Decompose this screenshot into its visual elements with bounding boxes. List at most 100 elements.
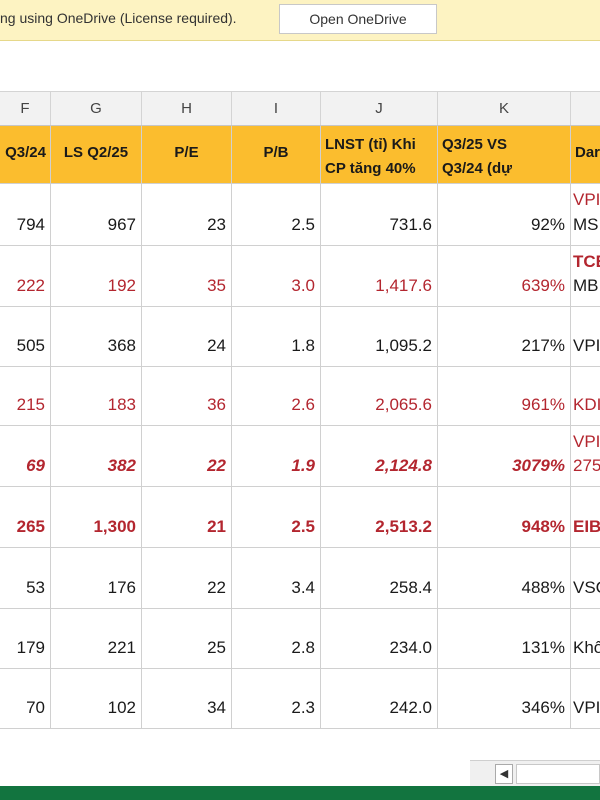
cell-value: 234.0 xyxy=(389,638,432,657)
cell-l[interactable]: VPI 275 xyxy=(571,426,600,486)
cell-value: 2.3 xyxy=(291,698,315,717)
header-cell-g[interactable]: LS Q2/25 xyxy=(51,126,142,183)
cell-h[interactable]: 34 xyxy=(142,669,232,728)
cell-value: 69 xyxy=(26,456,45,475)
cell-i[interactable]: 2.5 xyxy=(232,184,321,245)
open-onedrive-button[interactable]: Open OneDrive xyxy=(279,4,437,34)
cell-f[interactable]: 70 xyxy=(0,669,51,728)
cell-k[interactable]: 217% xyxy=(438,307,571,366)
cell-g[interactable]: 221 xyxy=(51,609,142,668)
cell-value: 222 xyxy=(16,276,45,295)
cell-g[interactable]: 1,300 xyxy=(51,487,142,547)
header-cell-k[interactable]: Q3/25 VS Q3/24 (dự xyxy=(438,126,571,183)
column-header-f[interactable]: F xyxy=(0,92,51,125)
cell-value: 24 xyxy=(207,336,226,355)
cell-i[interactable]: 3.0 xyxy=(232,246,321,306)
cell-value: 183 xyxy=(107,395,136,414)
cell-f[interactable]: 794 xyxy=(0,184,51,245)
table-row: 215 183 36 2.6 2,065.6 961% KDI xyxy=(0,367,600,426)
column-header-h[interactable]: H xyxy=(142,92,232,125)
cell-j[interactable]: 731.6 xyxy=(321,184,438,245)
cell-f[interactable]: 53 xyxy=(0,548,51,608)
cell-j[interactable]: 234.0 xyxy=(321,609,438,668)
cell-i[interactable]: 2.6 xyxy=(232,367,321,425)
cell-value: 2,065.6 xyxy=(375,395,432,414)
column-header-i[interactable]: I xyxy=(232,92,321,125)
cell-g[interactable]: 368 xyxy=(51,307,142,366)
cell-l[interactable]: Khô xyxy=(571,609,600,668)
column-header-g[interactable]: G xyxy=(51,92,142,125)
cell-j[interactable]: 2,124.8 xyxy=(321,426,438,486)
formula-bar-area[interactable] xyxy=(0,41,600,92)
scroll-track[interactable] xyxy=(516,764,600,784)
cell-l[interactable]: VSC xyxy=(571,548,600,608)
column-header-j[interactable]: J xyxy=(321,92,438,125)
cell-h[interactable]: 23 xyxy=(142,184,232,245)
cell-h[interactable]: 24 xyxy=(142,307,232,366)
cell-j[interactable]: 2,065.6 xyxy=(321,367,438,425)
cell-k[interactable]: 961% xyxy=(438,367,571,425)
cell-i[interactable]: 2.5 xyxy=(232,487,321,547)
cell-j[interactable]: 1,417.6 xyxy=(321,246,438,306)
cell-k[interactable]: 3079% xyxy=(438,426,571,486)
cell-k[interactable]: 131% xyxy=(438,609,571,668)
column-header-k[interactable]: K xyxy=(438,92,571,125)
cell-value: 961% xyxy=(521,395,565,414)
cell-value: 382 xyxy=(107,456,136,475)
cell-f[interactable]: 505 xyxy=(0,307,51,366)
cell-l[interactable]: VPI xyxy=(571,307,600,366)
cell-value: 1,417.6 xyxy=(375,276,432,295)
cell-g[interactable]: 102 xyxy=(51,669,142,728)
cell-j[interactable]: 1,095.2 xyxy=(321,307,438,366)
cell-value: 2.5 xyxy=(291,517,315,536)
cell-i[interactable]: 1.8 xyxy=(232,307,321,366)
header-cell-f[interactable]: Q3/24 xyxy=(0,126,51,183)
onedrive-info-bar: ng using OneDrive (License required). Op… xyxy=(0,0,600,41)
cell-value: 794 xyxy=(16,215,45,234)
cell-l[interactable]: KDI xyxy=(571,367,600,425)
cell-value: 102 xyxy=(107,698,136,717)
column-header-l[interactable] xyxy=(571,92,600,125)
cell-i[interactable]: 3.4 xyxy=(232,548,321,608)
horizontal-scrollbar[interactable]: ◀ xyxy=(470,760,600,787)
scroll-left-icon[interactable]: ◀ xyxy=(495,764,513,784)
cell-i[interactable]: 2.8 xyxy=(232,609,321,668)
cell-value: 34 xyxy=(207,698,226,717)
cell-g[interactable]: 967 xyxy=(51,184,142,245)
header-cell-h[interactable]: P/E xyxy=(142,126,232,183)
cell-h[interactable]: 36 xyxy=(142,367,232,425)
cell-f[interactable]: 69 xyxy=(0,426,51,486)
cell-i[interactable]: 1.9 xyxy=(232,426,321,486)
cell-f[interactable]: 265 xyxy=(0,487,51,547)
cell-k[interactable]: 948% xyxy=(438,487,571,547)
cell-f[interactable]: 179 xyxy=(0,609,51,668)
cell-j[interactable]: 258.4 xyxy=(321,548,438,608)
cell-l[interactable]: EIB xyxy=(571,487,600,547)
cell-g[interactable]: 192 xyxy=(51,246,142,306)
cell-f[interactable]: 215 xyxy=(0,367,51,425)
cell-h[interactable]: 22 xyxy=(142,426,232,486)
cell-j[interactable]: 2,513.2 xyxy=(321,487,438,547)
cell-h[interactable]: 22 xyxy=(142,548,232,608)
cell-k[interactable]: 346% xyxy=(438,669,571,728)
cell-value: 36 xyxy=(207,395,226,414)
cell-k[interactable]: 639% xyxy=(438,246,571,306)
cell-k[interactable]: 488% xyxy=(438,548,571,608)
cell-k[interactable]: 92% xyxy=(438,184,571,245)
cell-i[interactable]: 2.3 xyxy=(232,669,321,728)
cell-g[interactable]: 183 xyxy=(51,367,142,425)
header-cell-i[interactable]: P/B xyxy=(232,126,321,183)
cell-f[interactable]: 222 xyxy=(0,246,51,306)
column-headers: F G H I J K xyxy=(0,92,600,126)
cell-h[interactable]: 25 xyxy=(142,609,232,668)
cell-g[interactable]: 176 xyxy=(51,548,142,608)
cell-h[interactable]: 21 xyxy=(142,487,232,547)
cell-l[interactable]: VPI MS xyxy=(571,184,600,245)
cell-j[interactable]: 242.0 xyxy=(321,669,438,728)
cell-l[interactable]: VPI xyxy=(571,669,600,728)
cell-l[interactable]: TCE MB xyxy=(571,246,600,306)
header-cell-j[interactable]: LNST (tỉ) Khi CP tăng 40% xyxy=(321,126,438,183)
header-cell-l[interactable]: Dar xyxy=(571,126,600,183)
cell-h[interactable]: 35 xyxy=(142,246,232,306)
cell-g[interactable]: 382 xyxy=(51,426,142,486)
